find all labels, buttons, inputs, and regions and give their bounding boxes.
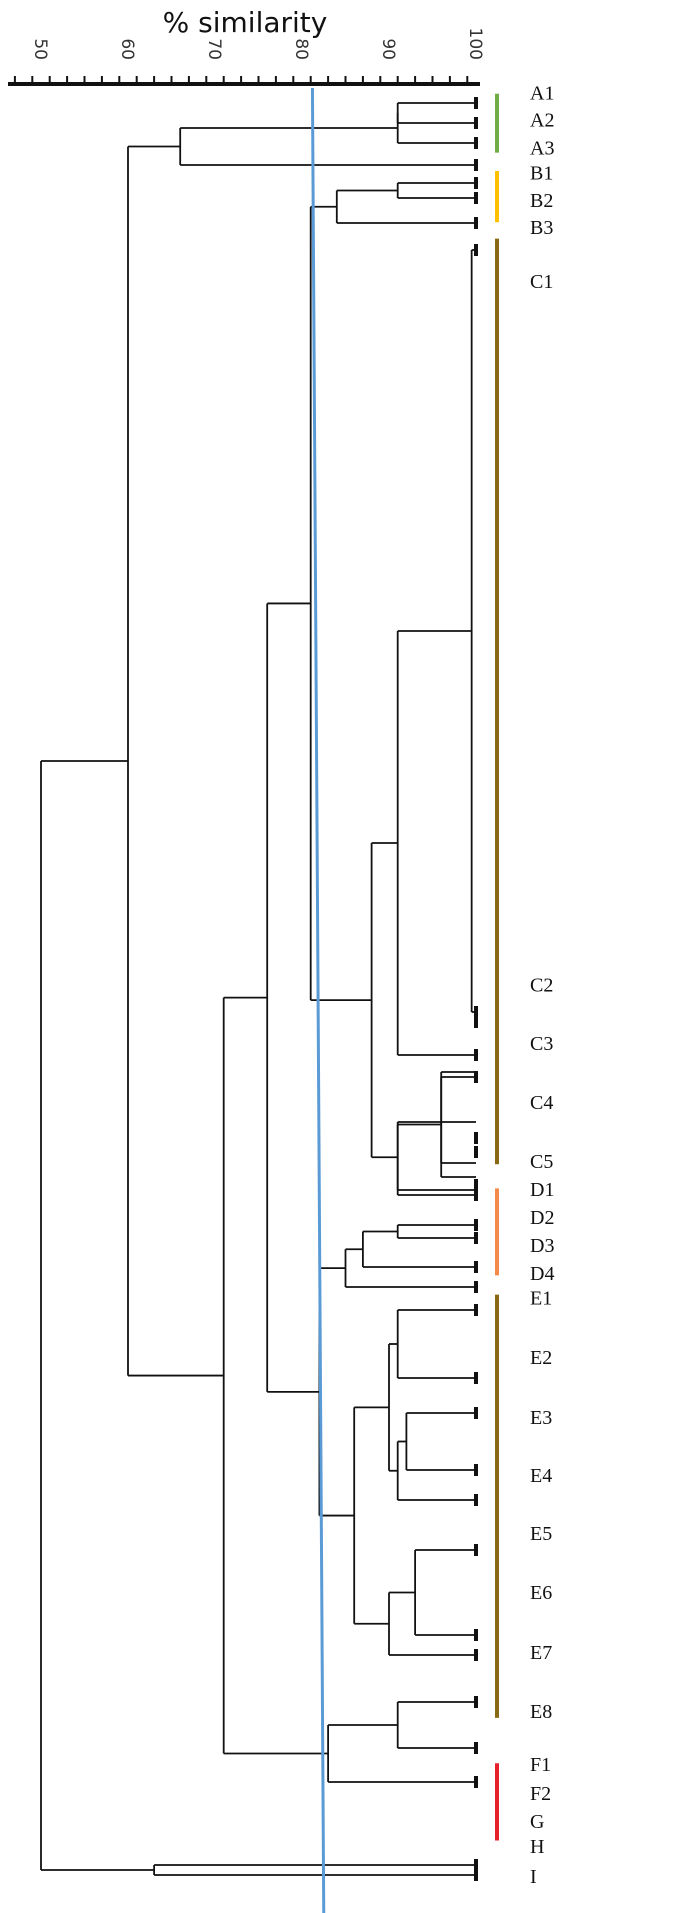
- leaf-label-e8: E8: [530, 1701, 552, 1723]
- cutoff-line: [310, 87, 326, 1913]
- leaf-end: [474, 192, 478, 204]
- leaf-ends: [474, 97, 478, 1881]
- tick-label: 50: [30, 38, 50, 60]
- leaf-label-a2: A2: [530, 110, 554, 132]
- leaf-end: [474, 1544, 478, 1556]
- leaf-label-h: H: [530, 1836, 544, 1858]
- leaf-end: [474, 1494, 478, 1506]
- tick-label: 100: [465, 28, 485, 60]
- cutoff-line-stroke: [310, 87, 326, 1913]
- leaf-end: [474, 1649, 478, 1661]
- leaf-label-c5: C5: [530, 1151, 553, 1173]
- leaf-end: [474, 1304, 478, 1316]
- leaf-label-c1: C1: [530, 271, 553, 293]
- leaf-label-a3: A3: [530, 138, 554, 160]
- leaf-end: [474, 1146, 478, 1158]
- leaf-label-d4: D4: [530, 1263, 554, 1285]
- leaf-label-d1: D1: [530, 1179, 554, 1201]
- leaf-end: [474, 1696, 478, 1708]
- leaf-label-f1: F1: [530, 1754, 551, 1776]
- leaf-label-g: G: [530, 1811, 544, 1833]
- axis-ticks: [8, 76, 480, 86]
- leaf-end: [474, 1281, 478, 1293]
- axis-tick-labels: 50 60 70 80 90 100: [30, 28, 485, 60]
- leaf-end: [474, 1132, 478, 1144]
- leaf-label-e7: E7: [530, 1642, 552, 1664]
- leaf-end: [474, 1016, 478, 1028]
- leaf-end: [474, 1049, 478, 1061]
- leaf-end: [474, 1372, 478, 1384]
- leaf-label-d3: D3: [530, 1235, 554, 1257]
- leaf-label-c3: C3: [530, 1033, 553, 1055]
- leaf-label-e2: E2: [530, 1347, 552, 1369]
- leaf-end: [474, 1219, 478, 1231]
- leaf-label-e4: E4: [530, 1465, 552, 1487]
- leaf-end: [474, 1407, 478, 1419]
- leaf-end: [474, 117, 478, 129]
- leaf-end: [474, 1189, 478, 1201]
- leaf-end: [474, 159, 478, 171]
- leaf-label-d2: D2: [530, 1207, 554, 1229]
- leaf-end: [474, 1179, 478, 1191]
- leaf-label-a1: A1: [530, 83, 554, 105]
- tick-label: 60: [117, 38, 137, 60]
- leaf-end: [474, 1006, 478, 1018]
- leaf-label-f2: F2: [530, 1783, 551, 1805]
- leaf-end: [474, 1776, 478, 1788]
- leaf-label-c4: C4: [530, 1092, 553, 1114]
- leaf-end: [474, 97, 478, 109]
- tick-label: 80: [291, 38, 311, 60]
- axis-title: % similarity: [163, 6, 328, 39]
- leaf-end: [474, 1261, 478, 1273]
- leaf-end: [474, 1464, 478, 1476]
- leaf-label-e5: E5: [530, 1523, 552, 1545]
- leaf-end: [474, 1232, 478, 1244]
- leaf-end: [474, 1742, 478, 1754]
- leaf-end: [474, 1071, 478, 1083]
- leaf-label-e3: E3: [530, 1407, 552, 1429]
- leaf-label-i: I: [530, 1866, 537, 1888]
- leaf-end: [474, 244, 478, 256]
- leaf-end: [474, 137, 478, 149]
- leaf-label-e6: E6: [530, 1582, 552, 1604]
- leaf-end: [474, 177, 478, 189]
- tick-label: 90: [378, 38, 398, 60]
- leaf-end: [474, 1859, 478, 1871]
- leaf-end: [474, 217, 478, 229]
- tick-label: 70: [204, 38, 224, 60]
- leaf-end: [474, 1629, 478, 1641]
- leaf-label-e1: E1: [530, 1287, 552, 1309]
- leaf-end: [474, 1869, 478, 1881]
- leaf-label-b2: B2: [530, 190, 553, 212]
- dendrogram-branches: [40, 102, 476, 1876]
- leaf-label-c2: C2: [530, 974, 553, 996]
- leaf-label-b3: B3: [530, 217, 553, 239]
- leaf-label-b1: B1: [530, 163, 553, 185]
